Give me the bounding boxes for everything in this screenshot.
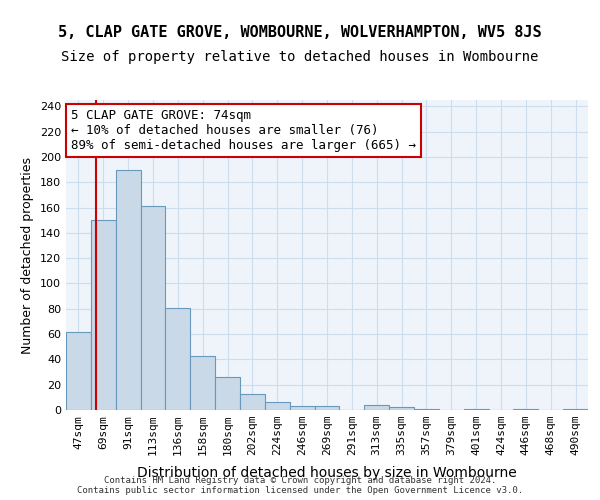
Text: 5 CLAP GATE GROVE: 74sqm
← 10% of detached houses are smaller (76)
89% of semi-d: 5 CLAP GATE GROVE: 74sqm ← 10% of detach…	[71, 110, 416, 152]
Bar	[116, 170, 140, 410]
Text: 5, CLAP GATE GROVE, WOMBOURNE, WOLVERHAMPTON, WV5 8JS: 5, CLAP GATE GROVE, WOMBOURNE, WOLVERHAM…	[58, 25, 542, 40]
X-axis label: Distribution of detached houses by size in Wombourne: Distribution of detached houses by size …	[137, 466, 517, 480]
Text: Contains HM Land Registry data © Crown copyright and database right 2024.
Contai: Contains HM Land Registry data © Crown c…	[77, 476, 523, 495]
Bar	[166, 308, 190, 410]
Bar	[91, 220, 116, 410]
Bar	[364, 405, 389, 410]
Text: Size of property relative to detached houses in Wombourne: Size of property relative to detached ho…	[61, 50, 539, 64]
Bar	[414, 408, 439, 410]
Bar	[314, 406, 340, 410]
Bar	[215, 377, 240, 410]
Y-axis label: Number of detached properties: Number of detached properties	[22, 156, 34, 354]
Bar	[240, 394, 265, 410]
Bar	[464, 408, 488, 410]
Bar	[140, 206, 166, 410]
Bar	[265, 402, 290, 410]
Bar	[563, 408, 588, 410]
Bar	[514, 408, 538, 410]
Bar	[190, 356, 215, 410]
Bar	[290, 406, 314, 410]
Bar	[66, 332, 91, 410]
Bar	[389, 408, 414, 410]
